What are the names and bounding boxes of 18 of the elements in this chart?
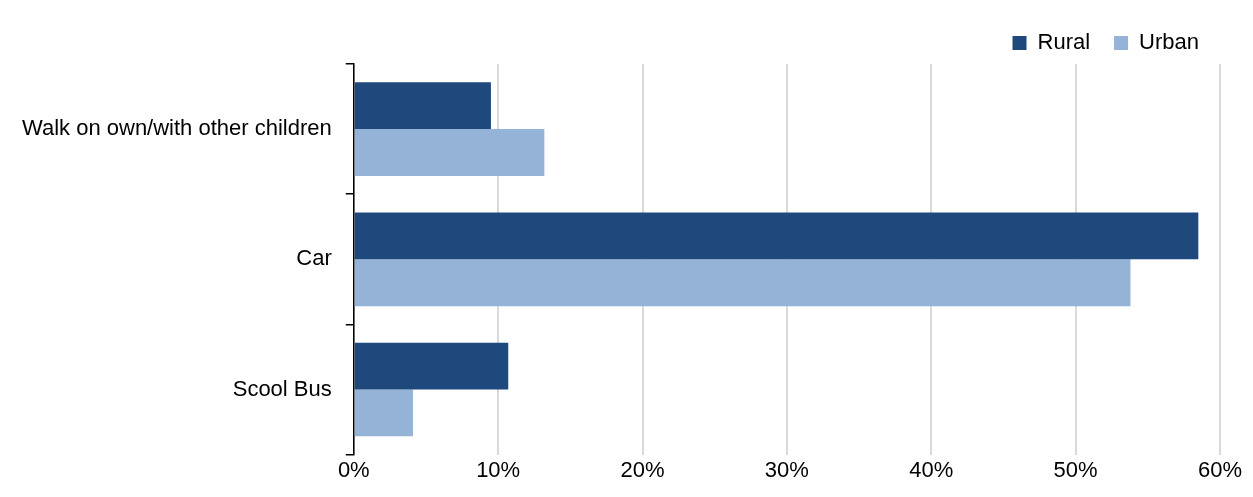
y-tick-label: Scool Bus: [232, 375, 332, 401]
x-tick-label: 20%: [620, 456, 665, 482]
x-tick-label: 10%: [476, 456, 521, 482]
bar: [354, 129, 545, 176]
x-tick-label: 50%: [1053, 456, 1098, 482]
bar: [354, 259, 1131, 307]
x-tick-label: 60%: [1197, 456, 1243, 482]
legend-label: Rural: [1037, 29, 1091, 55]
x-tick-label: 30%: [764, 456, 809, 482]
bar: [354, 389, 413, 437]
x-tick-label: 40%: [909, 456, 954, 482]
legend-label: Urban: [1139, 29, 1199, 55]
x-tick-label: 0%: [337, 456, 370, 482]
bar: [354, 212, 1199, 260]
y-tick-label: Walk on own/with other children: [21, 115, 332, 141]
bar: [354, 342, 509, 390]
y-tick-label: Car: [296, 245, 332, 271]
bar: [354, 82, 491, 130]
